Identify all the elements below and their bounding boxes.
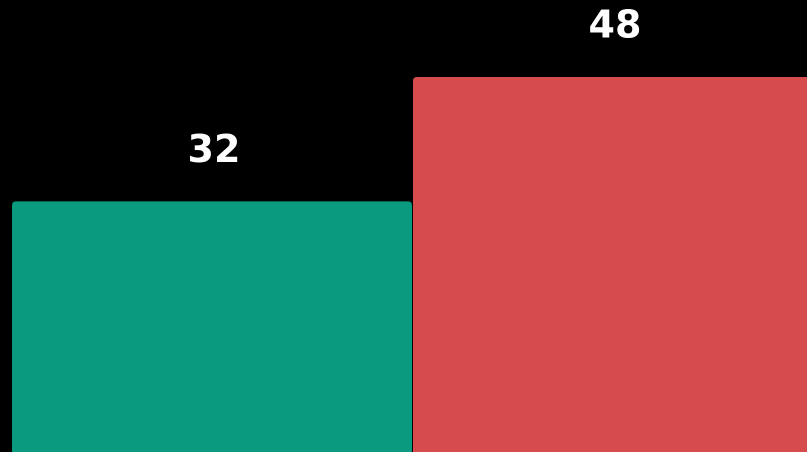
value-label: 32 — [188, 127, 241, 171]
value-label: 48 — [589, 3, 642, 47]
bar — [12, 201, 412, 452]
bar — [413, 77, 807, 452]
